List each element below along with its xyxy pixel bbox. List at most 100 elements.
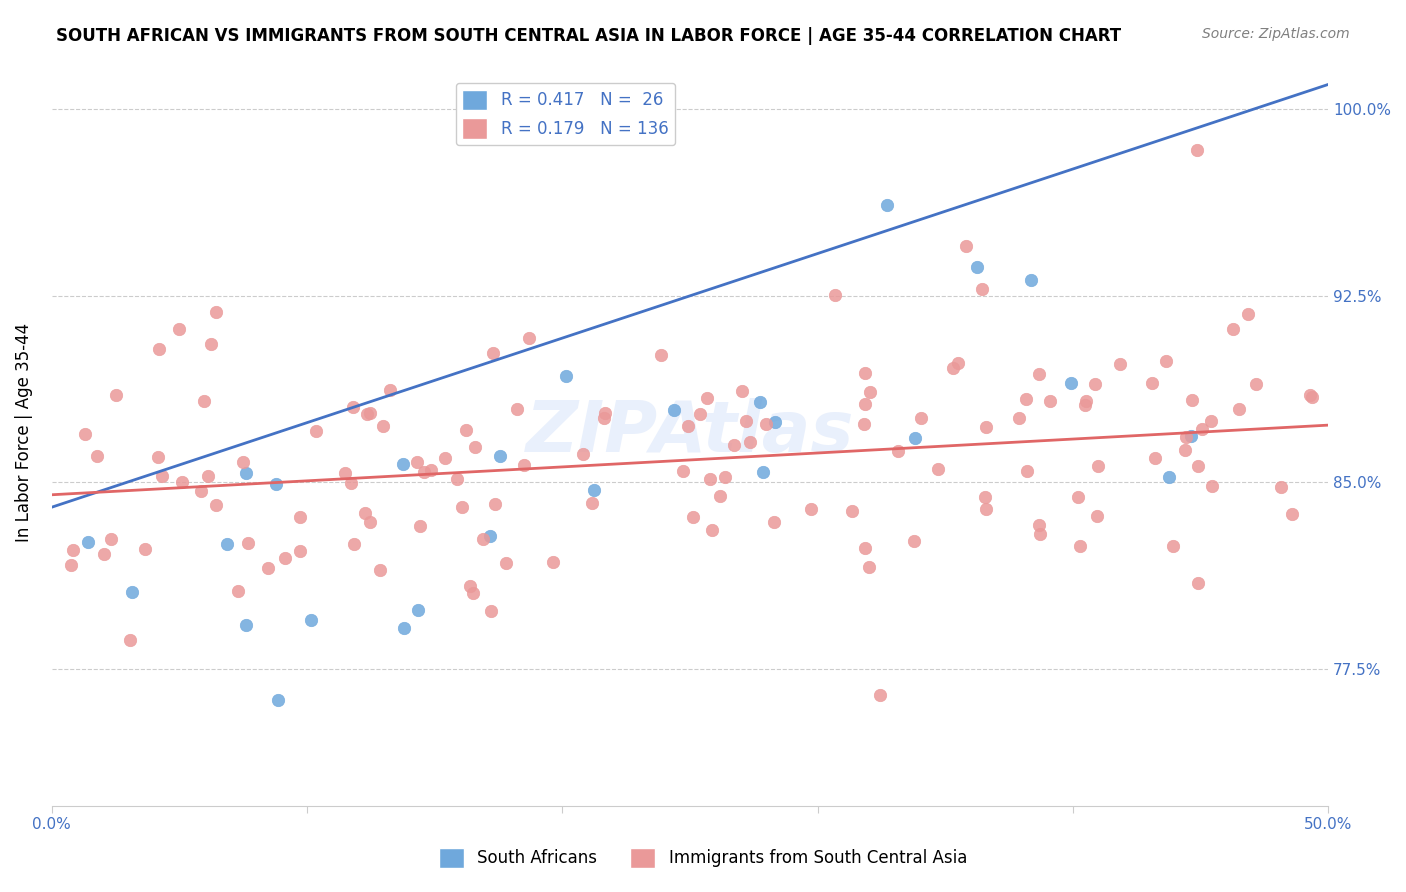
Point bbox=[290, 544, 312, 558]
Point bbox=[304, 425, 326, 439]
Point bbox=[335, 466, 357, 480]
Point bbox=[1299, 387, 1322, 401]
Point bbox=[458, 579, 481, 593]
Point bbox=[1015, 392, 1038, 407]
Point bbox=[392, 621, 415, 635]
Point bbox=[193, 394, 215, 409]
Point bbox=[226, 583, 249, 598]
Point bbox=[215, 537, 238, 551]
Point bbox=[121, 585, 143, 599]
Point bbox=[735, 414, 758, 428]
Point bbox=[359, 406, 381, 420]
Point bbox=[353, 507, 375, 521]
Point bbox=[406, 603, 429, 617]
Point bbox=[1180, 429, 1202, 443]
Point bbox=[1084, 376, 1107, 391]
Point bbox=[146, 450, 169, 464]
Point bbox=[541, 555, 564, 569]
Point bbox=[1015, 464, 1038, 478]
Point bbox=[1187, 576, 1209, 591]
Point bbox=[356, 407, 378, 421]
Point bbox=[751, 466, 773, 480]
Point bbox=[876, 198, 898, 212]
Point bbox=[77, 535, 100, 549]
Text: ZIPAtlas: ZIPAtlas bbox=[526, 398, 855, 467]
Point bbox=[200, 337, 222, 351]
Point bbox=[1174, 430, 1197, 444]
Point bbox=[583, 483, 606, 498]
Point bbox=[513, 458, 536, 473]
Point bbox=[1085, 508, 1108, 523]
Point bbox=[755, 417, 778, 431]
Point bbox=[134, 542, 156, 557]
Point bbox=[413, 465, 436, 479]
Point bbox=[204, 498, 226, 512]
Point bbox=[408, 519, 430, 533]
Point bbox=[748, 395, 770, 409]
Point bbox=[672, 464, 695, 478]
Point bbox=[1157, 470, 1180, 484]
Point bbox=[343, 537, 366, 551]
Point bbox=[433, 450, 456, 465]
Point bbox=[974, 502, 997, 516]
Point bbox=[148, 342, 170, 356]
Point bbox=[910, 411, 932, 425]
Point bbox=[266, 692, 288, 706]
Point bbox=[1185, 144, 1208, 158]
Point bbox=[740, 435, 762, 450]
Point bbox=[662, 402, 685, 417]
Point bbox=[1227, 402, 1250, 417]
Point bbox=[1281, 507, 1303, 521]
Point bbox=[60, 558, 83, 572]
Point bbox=[946, 356, 969, 370]
Point bbox=[1301, 390, 1323, 404]
Point bbox=[1008, 410, 1031, 425]
Point bbox=[1074, 394, 1097, 409]
Point bbox=[1074, 398, 1097, 412]
Point bbox=[464, 440, 486, 454]
Point bbox=[100, 532, 122, 546]
Point bbox=[339, 476, 361, 491]
Point bbox=[1161, 539, 1184, 553]
Point bbox=[205, 305, 228, 319]
Point bbox=[1237, 306, 1260, 320]
Point bbox=[190, 484, 212, 499]
Point bbox=[700, 524, 723, 538]
Point bbox=[1029, 527, 1052, 541]
Point bbox=[1069, 539, 1091, 553]
Point bbox=[1187, 459, 1209, 474]
Point bbox=[763, 415, 786, 429]
Point bbox=[1191, 422, 1213, 436]
Point bbox=[86, 449, 108, 463]
Point bbox=[1021, 273, 1043, 287]
Point bbox=[887, 444, 910, 458]
Point bbox=[689, 408, 711, 422]
Point bbox=[853, 397, 876, 411]
Point bbox=[696, 391, 718, 405]
Point bbox=[1087, 458, 1109, 473]
Point bbox=[955, 239, 977, 253]
Point bbox=[699, 472, 721, 486]
Point bbox=[942, 361, 965, 376]
Point bbox=[118, 633, 141, 648]
Point bbox=[762, 515, 785, 529]
Point bbox=[869, 688, 891, 702]
Point bbox=[450, 500, 472, 514]
Point bbox=[730, 384, 752, 399]
Legend: South Africans, Immigrants from South Central Asia: South Africans, Immigrants from South Ce… bbox=[432, 841, 974, 875]
Point bbox=[1222, 321, 1244, 335]
Point bbox=[1028, 367, 1050, 381]
Point bbox=[1028, 518, 1050, 533]
Point bbox=[495, 557, 517, 571]
Point bbox=[976, 420, 998, 434]
Point bbox=[471, 532, 494, 546]
Y-axis label: In Labor Force | Age 35-44: In Labor Force | Age 35-44 bbox=[15, 323, 32, 542]
Legend: R = 0.417   N =  26, R = 0.179   N = 136: R = 0.417 N = 26, R = 0.179 N = 136 bbox=[456, 83, 675, 145]
Point bbox=[1067, 490, 1090, 504]
Point bbox=[1140, 376, 1163, 391]
Point bbox=[593, 406, 616, 420]
Point bbox=[488, 449, 510, 463]
Point bbox=[1109, 358, 1132, 372]
Point bbox=[368, 563, 391, 577]
Point bbox=[290, 510, 312, 524]
